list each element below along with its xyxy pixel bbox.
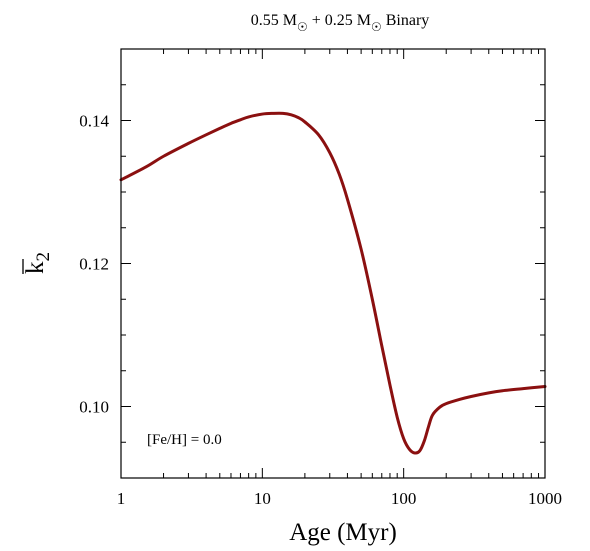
y-axis-title: k2 bbox=[22, 252, 54, 274]
x-tick-label: 100 bbox=[391, 489, 417, 508]
x-tick-labels: 1 10 100 1000 bbox=[117, 489, 562, 508]
svg-text:k2: k2 bbox=[22, 252, 54, 274]
y-axis-title-base: k bbox=[22, 261, 49, 274]
y-tick-label: 0.14 bbox=[79, 112, 109, 131]
chart-title: 0.55 M☉ + 0.25 M☉ Binary bbox=[251, 12, 430, 34]
series-layer bbox=[119, 111, 547, 455]
x-axis-title: Age (Myr) bbox=[289, 519, 397, 546]
x-tick-label: 10 bbox=[254, 489, 271, 508]
annotation-feh: [Fe/H] = 0.0 bbox=[147, 432, 222, 448]
y-tick-labels: 0.10 0.12 0.14 bbox=[79, 112, 109, 417]
tick-marks bbox=[120, 49, 546, 478]
y-axis-title-subscript: 2 bbox=[33, 252, 54, 262]
x-tick-label: 1000 bbox=[528, 489, 562, 508]
y-tick-label: 0.10 bbox=[79, 398, 109, 417]
x-tick-label: 1 bbox=[117, 489, 126, 508]
plot-frame bbox=[120, 48, 546, 479]
y-tick-label: 0.12 bbox=[79, 255, 109, 274]
series-line-0 bbox=[119, 111, 547, 455]
sun-symbol: ☉ bbox=[371, 20, 382, 34]
sun-symbol: ☉ bbox=[297, 20, 308, 34]
